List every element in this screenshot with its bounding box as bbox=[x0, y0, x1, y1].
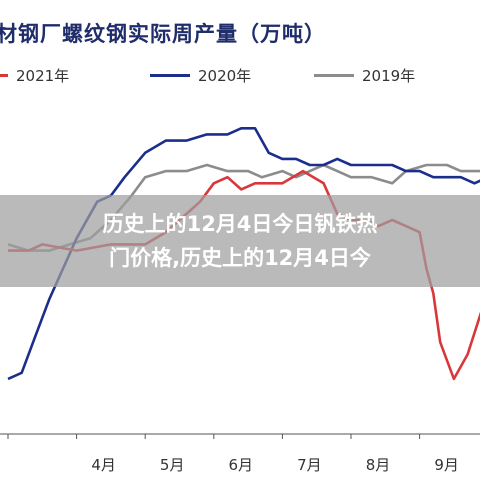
legend-swatch-2020 bbox=[150, 73, 190, 77]
chart-legend: 2021年 2020年 2019年 bbox=[0, 63, 480, 87]
headline-overlay: 历史上的12月4日今日钒铁热 门价格,历史上的12月4日今 bbox=[0, 195, 480, 287]
legend-item-2021: 2021年 bbox=[0, 63, 69, 87]
legend-label-2019: 2019年 bbox=[362, 66, 416, 85]
x-tick-label: 6月 bbox=[229, 456, 254, 474]
x-tick-label: 9月 bbox=[434, 456, 459, 474]
headline-line-2: 门价格,历史上的12月4日今 bbox=[109, 246, 371, 270]
x-tick-label: 4月 bbox=[91, 456, 116, 474]
legend-swatch-2021 bbox=[0, 73, 8, 77]
legend-item-2019: 2019年 bbox=[314, 63, 415, 87]
legend-label-2020: 2020年 bbox=[198, 66, 252, 85]
headline-text: 历史上的12月4日今日钒铁热 门价格,历史上的12月4日今 bbox=[0, 207, 480, 275]
legend-swatch-2019 bbox=[314, 73, 354, 77]
chart-title: 材钢厂螺纹钢实际周产量（万吨） bbox=[0, 21, 326, 46]
x-tick-label: 5月 bbox=[160, 456, 185, 474]
legend-item-2020: 2020年 bbox=[150, 63, 251, 87]
x-tick-label: 8月 bbox=[366, 456, 391, 474]
headline-line-1: 历史上的12月4日今日钒铁热 bbox=[102, 212, 378, 236]
x-tick-label: 7月 bbox=[297, 456, 322, 474]
legend-label-2021: 2021年 bbox=[16, 66, 70, 85]
